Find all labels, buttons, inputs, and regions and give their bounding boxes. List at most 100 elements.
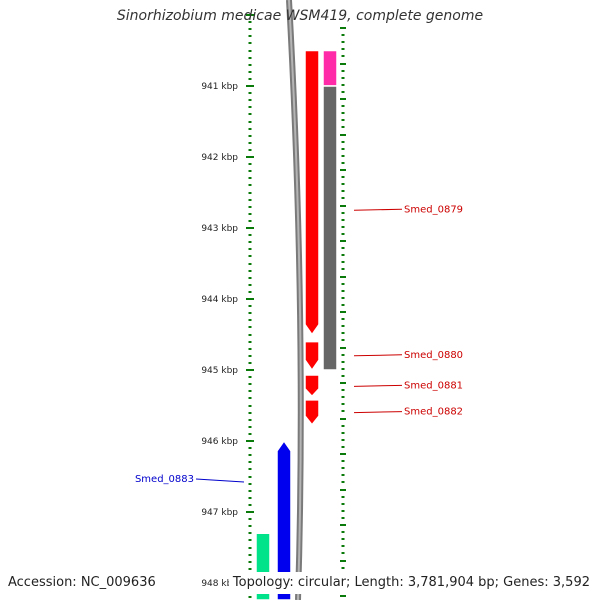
ruler-minor-tick: [248, 447, 252, 449]
ruler-minor-tick: [248, 128, 252, 130]
reverse-cds-feature[interactable]: [276, 439, 292, 600]
ruler-tick-label: 948 kbp: [201, 579, 238, 589]
ruler-right-tick: [340, 382, 346, 384]
ruler-right-tick: [341, 283, 345, 285]
ruler-right-tick: [340, 276, 346, 278]
ruler-minor-tick: [248, 312, 252, 314]
gene-label[interactable]: Smed_0881: [404, 380, 463, 391]
ruler-right-tick: [340, 240, 346, 242]
ruler-right-tick: [341, 396, 345, 398]
label-layer: Smed_0879 Smed_0880 Smed_0881 Smed_0882 Smed…: [135, 204, 463, 485]
ruler-right-tick: [341, 84, 345, 86]
ruler-right-tick: [341, 183, 345, 185]
ruler-minor-tick: [248, 334, 252, 336]
ruler-minor-tick: [248, 213, 252, 215]
ruler-tick-label: 942 kbp: [201, 153, 238, 163]
ruler-minor-tick: [248, 255, 252, 257]
ruler-right-tick: [341, 91, 345, 93]
ruler-right-tick: [341, 474, 345, 476]
ruler-tick-label: 945 kbp: [201, 366, 238, 376]
label-leader-line: [195, 478, 245, 483]
ruler-tick-label: 941 kbp: [201, 82, 238, 92]
ruler-right-tick: [341, 34, 345, 36]
ruler-minor-tick: [248, 341, 252, 343]
ruler-right-tick: [341, 268, 345, 270]
gene-label[interactable]: Smed_0880: [404, 350, 463, 361]
ruler-major-tick: [246, 511, 254, 513]
ruler-right-tick: [341, 339, 345, 341]
ruler-right-tick: [341, 361, 345, 363]
ruler-minor-tick: [248, 192, 252, 194]
ruler-right-tick: [341, 226, 345, 228]
ruler-minor-tick: [248, 405, 252, 407]
label-leader-line: [353, 208, 403, 211]
forward-cds-feature[interactable]: [304, 374, 320, 398]
forward-cds-feature[interactable]: [304, 49, 320, 336]
ruler-right-tick: [340, 134, 346, 136]
ruler-right-tick: [341, 503, 345, 505]
ruler-major-tick: [246, 227, 254, 229]
gene-label[interactable]: Smed_0882: [404, 407, 463, 418]
ruler-right-tick: [341, 70, 345, 72]
gene-feature[interactable]: [322, 85, 338, 371]
ruler-right-tick: [341, 41, 345, 43]
ruler-minor-tick: [248, 220, 252, 222]
ruler-right-tick: [341, 77, 345, 79]
ruler-right-tick: [341, 325, 345, 327]
accession-label: Accession: NC_009636: [4, 572, 160, 594]
ruler-minor-tick: [248, 539, 252, 541]
ruler-right-tick: [341, 446, 345, 448]
ruler-minor-tick: [248, 568, 252, 570]
ruler-minor-tick: [248, 78, 252, 80]
ruler-right-tick: [341, 354, 345, 356]
ruler-right-tick: [341, 212, 345, 214]
ruler-right-tick: [341, 410, 345, 412]
ruler-minor-tick: [248, 468, 252, 470]
ruler-right-tick: [341, 304, 345, 306]
forward-cds-feature[interactable]: [304, 340, 320, 372]
ruler-minor-tick: [248, 362, 252, 364]
ruler-right-tick: [341, 538, 345, 540]
ruler-minor-tick: [248, 326, 252, 328]
ruler-right-tick: [341, 197, 345, 199]
ruler-minor-tick: [248, 383, 252, 385]
ruler-right-tick: [341, 162, 345, 164]
ruler-minor-tick: [248, 199, 252, 201]
ruler-right-tick: [341, 368, 345, 370]
ruler-minor-tick: [248, 71, 252, 73]
ruler-minor-tick: [248, 355, 252, 357]
ruler-right-tick: [341, 233, 345, 235]
ruler-right-tick: [341, 105, 345, 107]
ruler-minor-tick: [248, 454, 252, 456]
ruler-right-tick: [341, 219, 345, 221]
ruler-right-tick: [340, 98, 346, 100]
ruler-minor-tick: [248, 241, 252, 243]
ruler-minor-tick: [248, 50, 252, 52]
ruler-right-tick: [340, 63, 346, 65]
ruler-right-tick: [340, 453, 346, 455]
gene-label[interactable]: Smed_0879: [404, 204, 463, 215]
ruler-minor-tick: [248, 263, 252, 265]
ruler-right-tick: [341, 247, 345, 249]
ruler-minor-tick: [248, 35, 252, 37]
ruler-right-tick: [340, 205, 346, 207]
ruler-minor-tick: [248, 348, 252, 350]
genome-summary-text: Topology: circular; Length: 3,781,904 bp…: [232, 575, 590, 590]
ruler-minor-tick: [248, 28, 252, 30]
gene-label[interactable]: Smed_0883: [135, 474, 194, 485]
ruler-right-tick: [341, 254, 345, 256]
ruler-minor-tick: [248, 419, 252, 421]
ruler-right-tick: [340, 347, 346, 349]
gene-feature[interactable]: [322, 49, 338, 87]
ruler-major-tick: [246, 440, 254, 442]
ruler-right-tick: [341, 55, 345, 57]
ruler-minor-tick: [248, 596, 252, 598]
ruler-minor-tick: [248, 476, 252, 478]
ruler-minor-tick: [248, 376, 252, 378]
ruler-tick-label: 947 kbp: [201, 508, 238, 518]
forward-cds-feature[interactable]: [304, 399, 320, 426]
ruler-right-tick: [340, 489, 346, 491]
ruler-right-tick: [340, 169, 346, 171]
ruler-right-tick: [341, 126, 345, 128]
